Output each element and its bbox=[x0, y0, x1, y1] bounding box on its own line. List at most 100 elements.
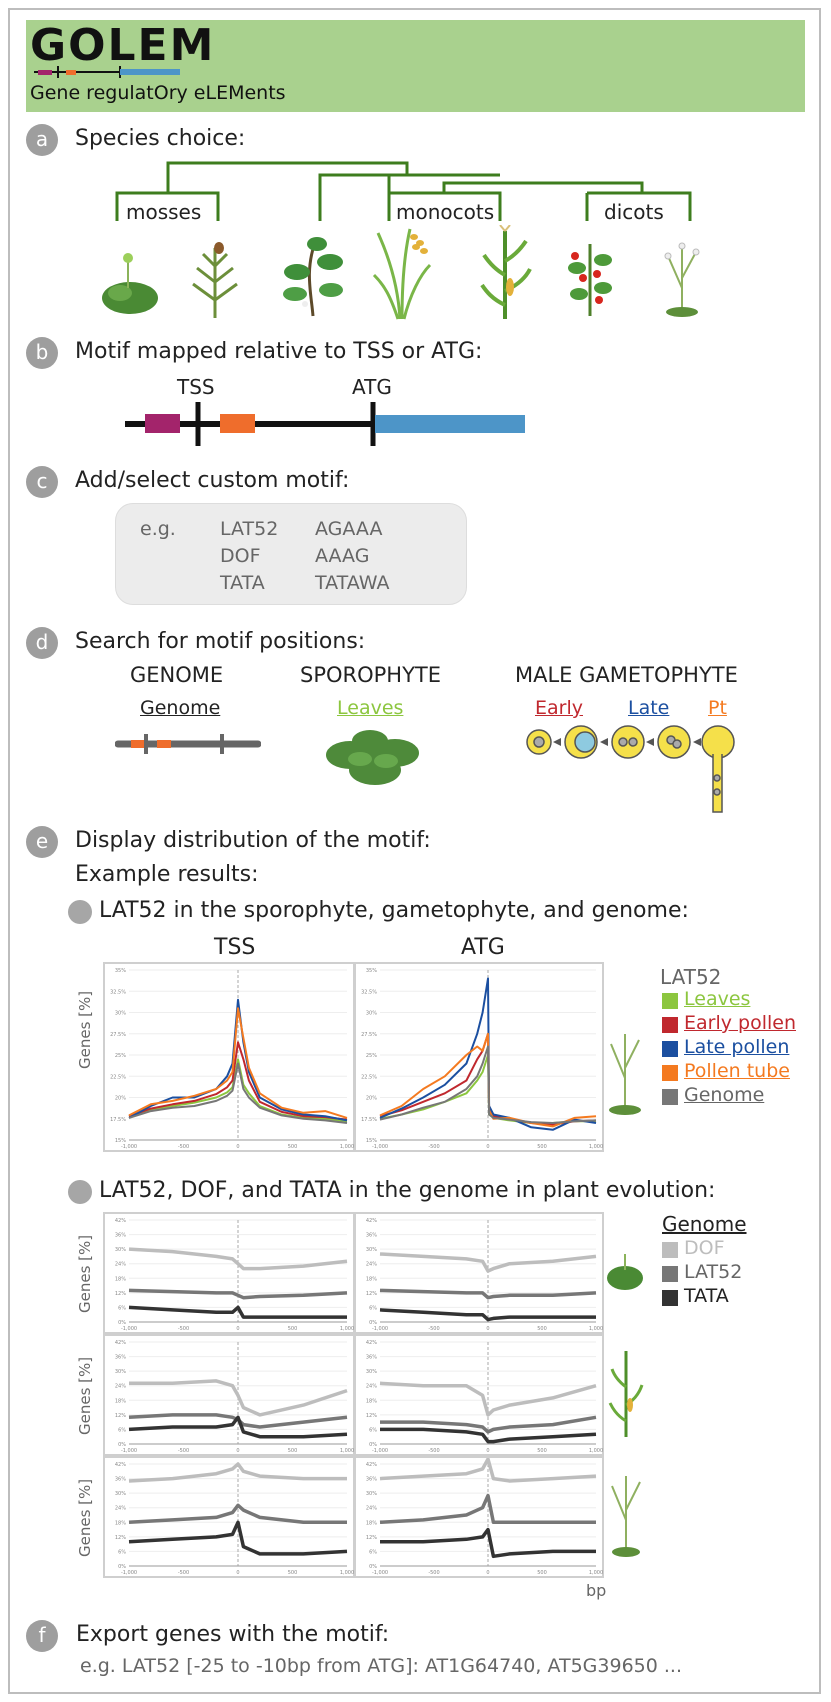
y-tick-label: 36% bbox=[366, 1233, 377, 1239]
chart-panel-moss-tss: 0% 6% 12% 18% 24% 30% 36% 42% -1,000 -500 0 500 1,00… bbox=[103, 1212, 355, 1334]
y-tick-label: 17.5% bbox=[110, 1117, 126, 1123]
chart-lat52-atg: 15% 17.5% 20% 22.5% 25% 27.5% 30% 32.5% 35% -1,00… bbox=[361, 968, 603, 1150]
section-a-marker: a bbox=[26, 124, 58, 156]
y-tick-label: 15% bbox=[366, 1138, 377, 1144]
maize-small-icon bbox=[608, 1351, 644, 1437]
x-tick-label: -500 bbox=[178, 1570, 189, 1576]
late-link[interactable]: Late bbox=[628, 697, 670, 719]
motif-sequence: AAAG bbox=[315, 545, 370, 567]
y-tick-label: 42% bbox=[115, 1340, 126, 1346]
y-tick-label: 18% bbox=[366, 1520, 377, 1526]
x-tick-label: -500 bbox=[428, 1570, 439, 1576]
legend-swatch-dof bbox=[662, 1242, 678, 1258]
y-axis-label: Genes [%] bbox=[76, 1356, 94, 1435]
legend-pollen-tube[interactable]: Pollen tube bbox=[684, 1060, 790, 1082]
leaves-link[interactable]: Leaves bbox=[337, 697, 404, 719]
motif-name[interactable]: TATA bbox=[220, 572, 265, 594]
y-tick-label: 24% bbox=[115, 1384, 126, 1390]
legend-swatch-genome bbox=[662, 1089, 678, 1105]
section-e-subtitle: Example results: bbox=[75, 862, 259, 887]
series-line-tata bbox=[128, 1305, 347, 1319]
arabidopsis-small-icon bbox=[609, 1034, 641, 1115]
x-tick-label: -500 bbox=[428, 1144, 439, 1150]
pollen-development-icon bbox=[526, 725, 735, 813]
x-tick-label: 500 bbox=[537, 1448, 547, 1454]
x-tick-label: 1,000 bbox=[589, 1144, 603, 1150]
x-tick-label: 1,000 bbox=[340, 1326, 354, 1332]
y-tick-label: 12% bbox=[366, 1413, 377, 1419]
x-tick-label: 500 bbox=[537, 1570, 547, 1576]
header-banner bbox=[26, 20, 805, 112]
legend-lat52[interactable]: LAT52 bbox=[684, 1261, 743, 1283]
legend-dof[interactable]: DOF bbox=[684, 1237, 725, 1259]
y-tick-label: 32.5% bbox=[110, 989, 126, 995]
section-f-marker: f bbox=[26, 1620, 58, 1652]
y-tick-label: 30% bbox=[115, 1491, 126, 1497]
legend-swatch-lat52 bbox=[662, 1266, 678, 1282]
legend-swatch-tube bbox=[662, 1065, 678, 1081]
legend-genome[interactable]: Genome bbox=[684, 1084, 765, 1106]
x-tick-label: 500 bbox=[288, 1144, 298, 1150]
section-c-title: Add/select custom motif: bbox=[75, 468, 350, 493]
series-line-dof bbox=[128, 1462, 347, 1483]
y-tick-label: 30% bbox=[115, 1011, 126, 1017]
rice-plant-icon bbox=[372, 228, 432, 320]
bullet-icon bbox=[68, 900, 92, 924]
chart-moss-tss: 0% 6% 12% 18% 24% 30% 36% 42% -1,000 -500 0 500 1,00… bbox=[115, 1218, 354, 1332]
chart-panel-arabidopsis-tss: 0% 6% 12% 18% 24% 30% 36% 42% -1,000 -500 0 500 1,00… bbox=[103, 1456, 355, 1578]
y-tick-label: 6% bbox=[369, 1305, 377, 1311]
y-tick-label: 42% bbox=[366, 1340, 377, 1346]
motif-input-box[interactable] bbox=[115, 503, 467, 605]
motif-name[interactable]: DOF bbox=[220, 545, 261, 567]
y-tick-label: 12% bbox=[366, 1535, 377, 1541]
x-tick-label: 1,000 bbox=[340, 1570, 354, 1576]
y-axis-label: Genes [%] bbox=[76, 1234, 94, 1313]
y-tick-label: 32.5% bbox=[361, 989, 377, 995]
y-tick-label: 24% bbox=[366, 1384, 377, 1390]
app-tagline: Gene regulatOry eLEMents bbox=[30, 82, 286, 104]
series-line-dof bbox=[129, 1379, 348, 1417]
moss-plant-icon bbox=[192, 242, 238, 318]
y-tick-label: 6% bbox=[118, 1549, 126, 1555]
x-tick-label: 500 bbox=[288, 1326, 298, 1332]
chart-maize-atg: 0% 6% 12% 18% 24% 30% 36% 42% -1,000 -500 0 500 1,00… bbox=[366, 1340, 603, 1454]
group-dicots: dicots bbox=[604, 200, 664, 224]
legend-swatch-tata bbox=[662, 1290, 678, 1306]
legend-late-pollen[interactable]: Late pollen bbox=[684, 1036, 790, 1058]
early-link[interactable]: Early bbox=[535, 697, 583, 719]
y-tick-label: 20% bbox=[366, 1096, 377, 1102]
y-tick-label: 18% bbox=[115, 1520, 126, 1526]
motif-sequence: TATAWA bbox=[315, 572, 390, 594]
x-tick-label: -500 bbox=[178, 1144, 189, 1150]
motif-name[interactable]: LAT52 bbox=[220, 518, 279, 540]
legend-leaves[interactable]: Leaves bbox=[684, 988, 751, 1010]
x-tick-label: -1,000 bbox=[372, 1448, 388, 1454]
section-e-title: Display distribution of the motif: bbox=[75, 828, 431, 853]
chart-panel-lat52-tss: 15% 17.5% 20% 22.5% 25% 27.5% 30% 32.5% 35% -1,00… bbox=[103, 962, 355, 1152]
tss-label: TSS bbox=[177, 375, 215, 399]
x-tick-label: -500 bbox=[428, 1448, 439, 1454]
chart-panel-arabidopsis-atg: 0% 6% 12% 18% 24% 30% 36% 42% -1,000 -500 0 500 1,00… bbox=[354, 1456, 604, 1578]
x-tick-label: -1,000 bbox=[121, 1570, 137, 1576]
y-tick-label: 0% bbox=[369, 1442, 377, 1448]
y-tick-label: 12% bbox=[366, 1291, 377, 1297]
pt-link[interactable]: Pt bbox=[708, 697, 727, 719]
legend-tata[interactable]: TATA bbox=[684, 1285, 729, 1307]
x-tick-label: 500 bbox=[537, 1326, 547, 1332]
col-atg-label: ATG bbox=[461, 935, 505, 960]
y-tick-label: 6% bbox=[369, 1549, 377, 1555]
logo-gene-icon bbox=[34, 66, 180, 78]
x-tick-label: 0 bbox=[236, 1448, 239, 1454]
y-tick-label: 42% bbox=[366, 1218, 377, 1224]
y-tick-label: 42% bbox=[366, 1462, 377, 1468]
bullet-icon bbox=[68, 1180, 92, 1204]
x-tick-label: 1,000 bbox=[589, 1570, 603, 1576]
x-tick-label: 500 bbox=[288, 1448, 298, 1454]
y-tick-label: 22.5% bbox=[361, 1074, 377, 1080]
legend-early-pollen[interactable]: Early pollen bbox=[684, 1012, 796, 1034]
y-tick-label: 12% bbox=[115, 1291, 126, 1297]
y-tick-label: 6% bbox=[369, 1427, 377, 1433]
series-line-pollen-tube bbox=[379, 1032, 597, 1128]
genome-link[interactable]: Genome bbox=[140, 697, 221, 719]
motif-eg-label: e.g. bbox=[140, 518, 176, 540]
